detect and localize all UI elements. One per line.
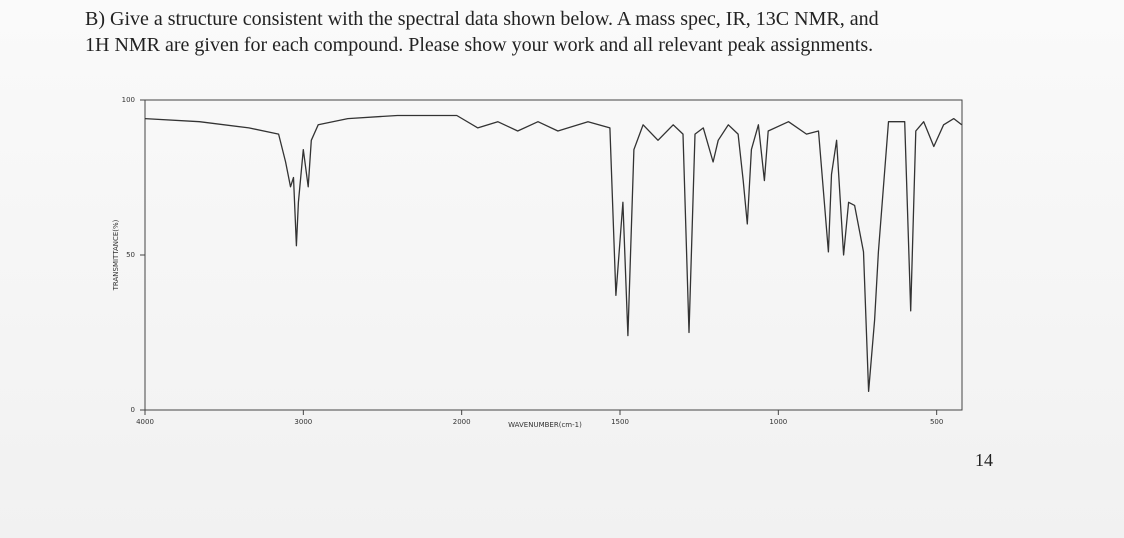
x-tick-label: 3000	[294, 418, 312, 426]
x-tick-label: 1500	[611, 418, 629, 426]
question-line: 1H NMR are given for each compound. Plea…	[85, 34, 874, 56]
x-tick-label: 1000	[769, 418, 787, 426]
x-tick-label: 500	[930, 418, 943, 426]
y-tick-label: 50	[126, 251, 135, 259]
y-tick-label: 0	[131, 406, 135, 414]
y-axis-label: TRANSMITTANCE(%)	[112, 219, 120, 291]
page-number: 14	[975, 450, 993, 470]
plot-frame	[144, 99, 963, 411]
spectrum-line	[144, 114, 963, 393]
y-tick-label: 100	[122, 96, 135, 104]
x-tick-label: 2000	[453, 418, 471, 426]
question-line: B) Give a structure consistent with the …	[85, 8, 879, 30]
x-tick-label: 4000	[136, 418, 154, 426]
x-axis-label: WAVENUMBER(cm-1)	[508, 421, 582, 429]
